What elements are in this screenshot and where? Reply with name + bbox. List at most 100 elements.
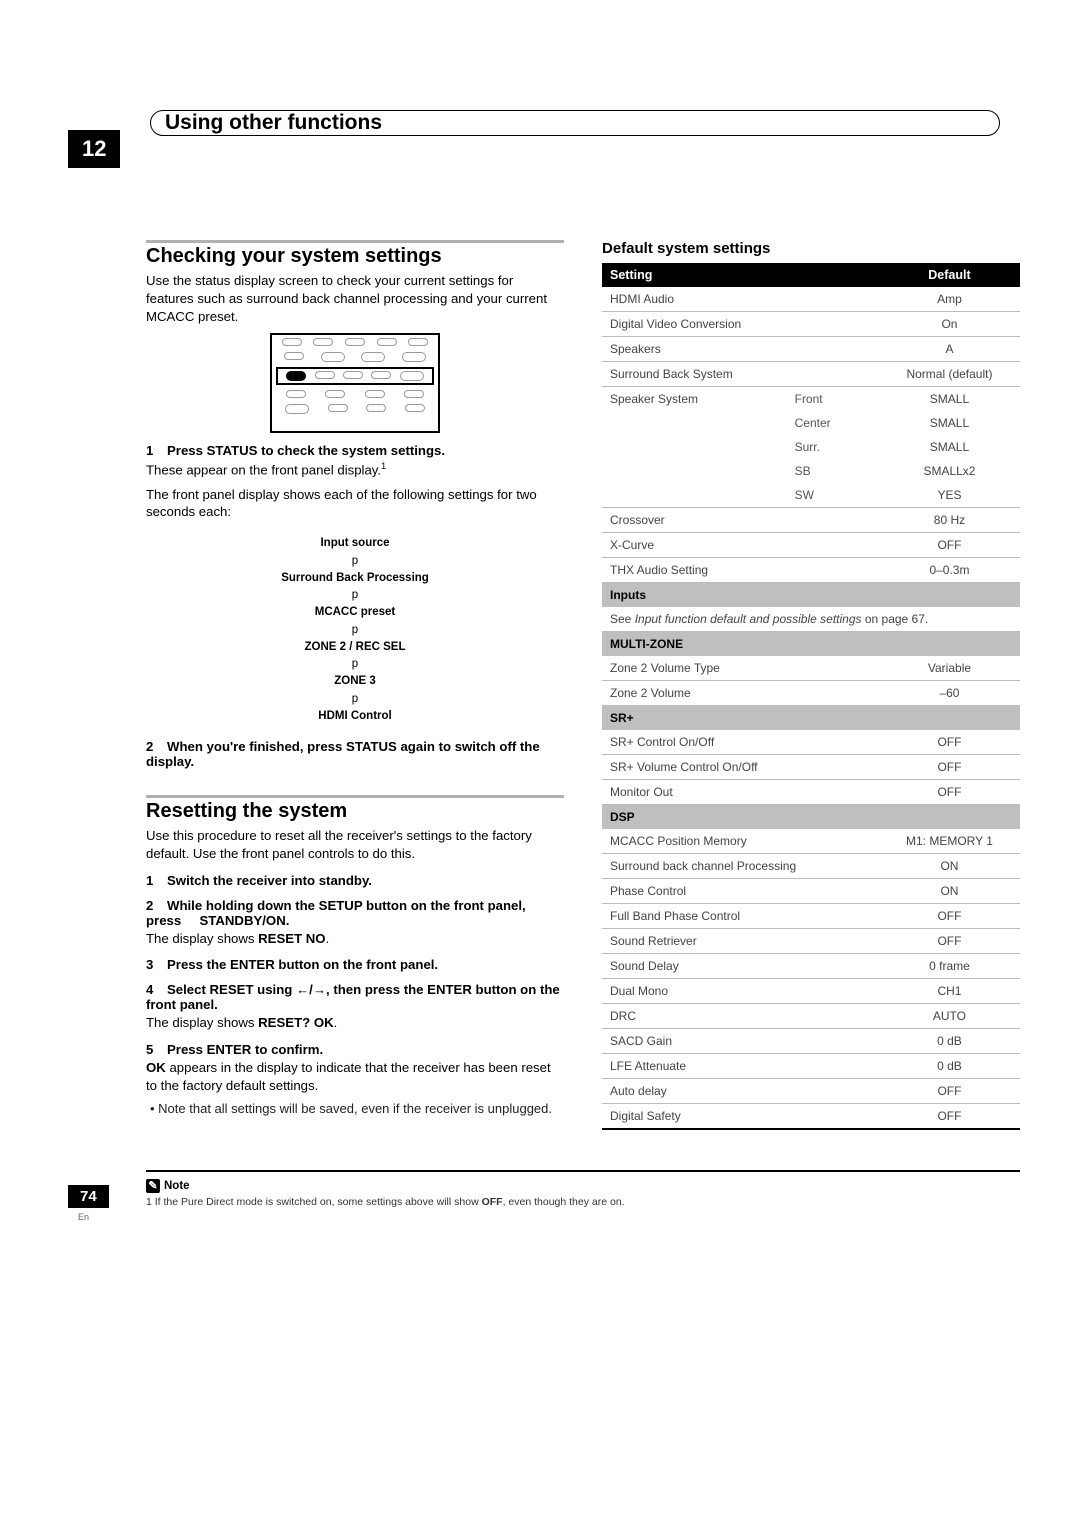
cell-setting: Zone 2 Volume (602, 681, 879, 706)
cell-setting: SR+ Volume Control On/Off (602, 755, 879, 780)
cell-setting: DRC (602, 1004, 879, 1029)
table-row: Zone 2 Volume–60 (602, 681, 1020, 706)
table-row: SpeakersA (602, 337, 1020, 362)
default-settings-heading: Default system settings (602, 240, 1020, 257)
text: on page 67. (862, 612, 929, 626)
table-row: Full Band Phase ControlOFF (602, 904, 1020, 929)
cell-value: OFF (879, 780, 1020, 805)
text-italic: Input function default and possible sett… (635, 612, 862, 626)
cell-setting: Full Band Phase Control (602, 904, 879, 929)
seq-arrow: p (146, 622, 564, 639)
cell-value: 0 frame (879, 954, 1020, 979)
cell-setting: Surround Back System (602, 362, 879, 387)
cell-value: 80 Hz (879, 508, 1020, 533)
section-row-inputs: Inputs (602, 583, 1020, 608)
table-row: Sound RetrieverOFF (602, 929, 1020, 954)
table-row: Surround Back SystemNormal (default) (602, 362, 1020, 387)
table-row: Sound Delay0 frame (602, 954, 1020, 979)
table-row: Zone 2 Volume TypeVariable (602, 656, 1020, 681)
checking-heading: Checking your system settings (146, 245, 564, 268)
step-text: Press ENTER to confirm. (167, 1042, 323, 1057)
cell-setting: Sound Delay (602, 954, 879, 979)
step-text: Select RESET using ←/→, then press the E… (146, 982, 560, 1012)
step-number: 1 (146, 443, 153, 458)
cell-setting: LFE Attenuate (602, 1054, 879, 1079)
resetting-heading: Resetting the system (146, 800, 564, 823)
table-row: See Input function default and possible … (602, 607, 1020, 632)
cell-setting: Phase Control (602, 879, 879, 904)
table-header-row: Setting Default (602, 263, 1020, 287)
cell-value: OFF (879, 929, 1020, 954)
table-row: Crossover80 Hz (602, 508, 1020, 533)
cell-setting: Zone 2 Volume Type (602, 656, 879, 681)
cell-value: YES (879, 483, 1020, 508)
cell-setting: HDMI Audio (602, 287, 879, 312)
cell-value: Variable (879, 656, 1020, 681)
page-columns: Checking your system settings Use the st… (146, 240, 1020, 1130)
chapter-title: Using other functions (165, 111, 382, 135)
reset-note-bullet: • Note that all settings will be saved, … (160, 1101, 564, 1116)
cell-setting: Digital Safety (602, 1104, 879, 1130)
seq-arrow: p (146, 587, 564, 604)
table-row: Monitor OutOFF (602, 780, 1020, 805)
table-row: Digital Video ConversionOn (602, 312, 1020, 337)
table-row: LFE Attenuate0 dB (602, 1054, 1020, 1079)
cell-setting: Sound Retriever (602, 929, 879, 954)
th-default: Default (879, 263, 1020, 287)
cell-value: AUTO (879, 1004, 1020, 1029)
table-row: X-CurveOFF (602, 533, 1020, 558)
cell-value: –60 (879, 681, 1020, 706)
step-number: 4 (146, 982, 153, 997)
check-step1-after-b: The front panel display shows each of th… (146, 486, 564, 522)
cell-setting: MCACC Position Memory (602, 829, 879, 854)
check-step1-after-a: These appear on the front panel display.… (146, 460, 564, 479)
text: 1 If the Pure Direct mode is switched on… (146, 1196, 482, 1208)
cell-setting: Dual Mono (602, 979, 879, 1004)
step-number: 1 (146, 873, 153, 888)
cell-value: SMALLx2 (879, 459, 1020, 483)
cell-setting: THX Audio Setting (602, 558, 879, 583)
chapter-header: Using other functions (140, 134, 1000, 136)
cell-setting: Speakers (602, 337, 879, 362)
cell-setting: Auto delay (602, 1079, 879, 1104)
cell-inputs-note: See Input function default and possible … (602, 607, 1020, 632)
cell-setting: Speaker System (602, 387, 787, 508)
status-sequence: Input source p Surround Back Processing … (146, 535, 564, 725)
section-row-dsp: DSP (602, 805, 1020, 830)
seq-arrow: p (146, 656, 564, 673)
reset-step2-after: The display shows RESET NO. (146, 930, 564, 948)
seq-arrow: p (146, 553, 564, 570)
footnote-ref: 1 (381, 461, 386, 471)
cell-value: On (879, 312, 1020, 337)
cell-mid: Surr. (787, 435, 879, 459)
text: , even though they are on. (503, 1196, 625, 1208)
cell-value: ON (879, 854, 1020, 879)
front-panel-illustration (270, 333, 440, 433)
reset-confirm: OK appears in the display to indicate th… (146, 1059, 564, 1095)
step-text: When you're finished, press STATUS again… (146, 739, 540, 769)
cell-value: ON (879, 879, 1020, 904)
cell-value: 0 dB (879, 1054, 1020, 1079)
seq-item: ZONE 2 / REC SEL (146, 639, 564, 656)
table-row: Auto delayOFF (602, 1079, 1020, 1104)
cell-mid: SW (787, 483, 879, 508)
cell-section: Inputs (602, 583, 1020, 608)
cell-value: OFF (879, 730, 1020, 755)
text-bold: OFF (482, 1196, 503, 1208)
cell-value: OFF (879, 1079, 1020, 1104)
step-text: Switch the receiver into standby. (167, 873, 372, 888)
text: These appear on the front panel display. (146, 463, 381, 478)
step-number: 2 (146, 898, 153, 913)
reset-step3: 3 Press the ENTER button on the front pa… (146, 957, 564, 972)
section-row-sr: SR+ (602, 706, 1020, 731)
step-text: Press STATUS to check the system setting… (167, 443, 445, 458)
seq-item: MCACC preset (146, 604, 564, 621)
table-row: SR+ Volume Control On/OffOFF (602, 755, 1020, 780)
text: appears in the display to indicate that … (146, 1060, 551, 1093)
cell-value: Normal (default) (879, 362, 1020, 387)
note-text: 1 If the Pure Direct mode is switched on… (146, 1196, 1020, 1208)
seq-arrow: p (146, 691, 564, 708)
cell-setting: SR+ Control On/Off (602, 730, 879, 755)
cell-mid: Center (787, 411, 879, 435)
step-number: 3 (146, 957, 153, 972)
